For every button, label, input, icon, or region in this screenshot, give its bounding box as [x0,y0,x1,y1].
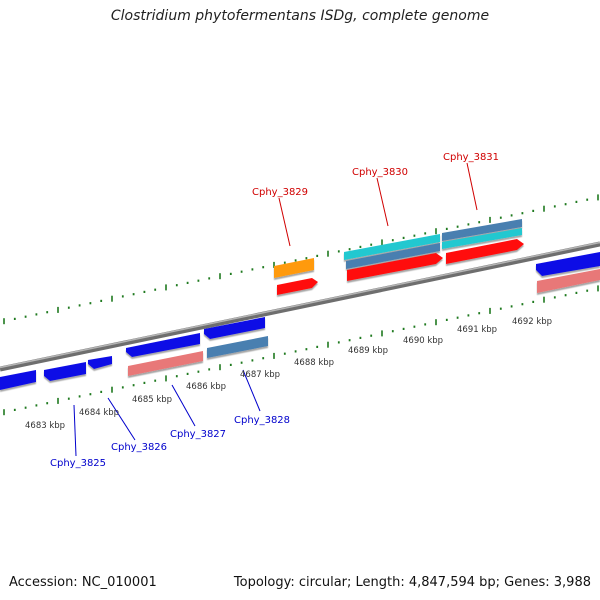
gene-cphy-3828-steel[interactable] [207,336,268,358]
label-cphy-3827: Cphy_3827 [170,429,226,440]
map-title: Clostridium phytofermentans ISDg, comple… [110,8,490,24]
label-cphy-3825: Cphy_3825 [50,458,106,469]
gene-cphy-3827-blue[interactable] [126,333,200,357]
kbp-label: 4688 kbp [294,358,334,368]
genome-backbone [0,241,600,372]
label-cphy-3830: Cphy_3830 [352,167,408,178]
kbp-label: 4687 kbp [240,370,280,380]
inner-tick-scale [3,285,599,416]
gene-cphy-3830-steel[interactable] [346,243,440,269]
kbp-label: 4690 kbp [403,336,443,346]
label-cphy-3831: Cphy_3831 [443,152,499,163]
kbp-label: 4691 kbp [457,325,497,335]
genome-summary-text: Topology: circular; Length: 4,847,594 bp… [233,575,591,590]
gene-cphy-3831-cyan[interactable] [442,228,522,249]
gene-blue-1[interactable] [0,370,36,390]
label-cphy-3826: Cphy_3826 [111,442,167,453]
reverse-genes [0,252,600,390]
gene-cphy-3826-blue[interactable] [88,356,112,369]
kbp-label: 4692 kbp [512,317,552,327]
forward-genes [274,219,524,295]
label-cphy-3829: Cphy_3829 [252,187,308,198]
gene-cphy-3831-red[interactable] [446,239,524,264]
kbp-label: 4689 kbp [348,346,388,356]
kbp-label: 4684 kbp [79,408,119,418]
outer-tick-scale [3,194,599,325]
kbp-labels: 4683 kbp 4684 kbp 4685 kbp 4686 kbp 4687… [25,317,552,431]
kbp-label: 4686 kbp [186,382,226,392]
gene-pink-right[interactable] [537,269,600,293]
gene-cphy-3830-red[interactable] [347,253,443,281]
kbp-label: 4685 kbp [132,395,172,405]
gene-cphy-3831-steel[interactable] [442,219,522,241]
accession-text: Accession: NC_010001 [9,575,157,590]
gene-cphy-3829-orange[interactable] [274,258,314,278]
gene-blue-right[interactable] [536,252,600,276]
label-cphy-3828: Cphy_3828 [234,415,290,426]
gene-cphy-3829-red[interactable] [277,278,318,295]
gene-cphy-3825-blue[interactable] [44,362,86,381]
kbp-label: 4683 kbp [25,421,65,431]
reverse-gene-labels: Cphy_3825 Cphy_3826 Cphy_3827 Cphy_3828 [50,369,290,469]
forward-gene-labels: Cphy_3829 Cphy_3830 Cphy_3831 [252,152,499,247]
gene-cphy-3830-cyan[interactable] [344,234,440,260]
gene-cphy-3828-blue[interactable] [204,317,265,339]
gene-cphy-3827-pink[interactable] [128,351,203,376]
